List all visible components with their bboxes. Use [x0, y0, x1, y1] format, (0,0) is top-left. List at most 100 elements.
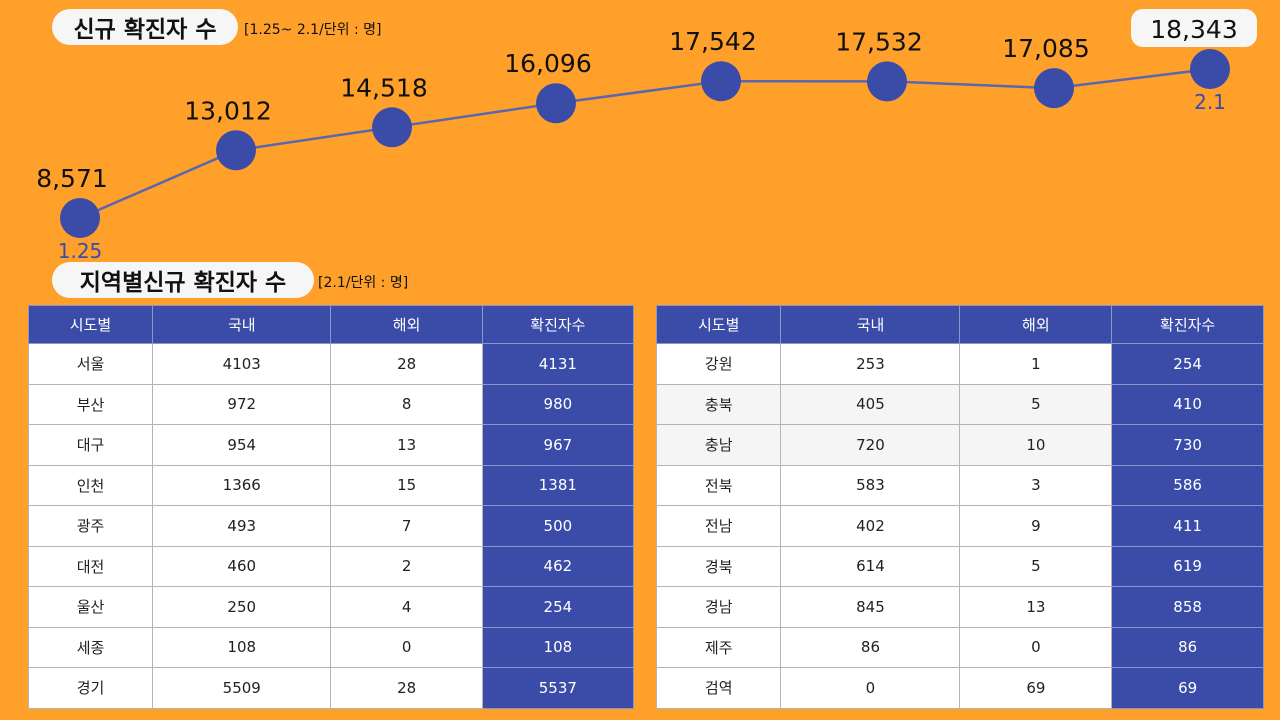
column-header: 국내	[780, 305, 961, 344]
data-label: 16,096	[504, 49, 591, 78]
table-cell: 5537	[481, 667, 635, 709]
data-point	[867, 61, 907, 102]
chart-subtitle: [1.25~ 2.1/단위 : 명]	[244, 22, 382, 38]
table-cell: 15	[330, 464, 483, 506]
table-cell: 대전	[27, 545, 154, 587]
data-point	[1190, 48, 1230, 89]
table-cell: 619	[1111, 545, 1264, 587]
table-header-row: 시도별 국내 해외 확진자수	[655, 305, 1264, 344]
data-point	[536, 83, 576, 124]
column-header: 확진자수	[481, 305, 635, 344]
table-cell: 730	[1111, 424, 1264, 466]
table-cell: 8	[330, 383, 483, 425]
table-cell: 1	[959, 343, 1113, 385]
table-cell: 5509	[152, 667, 332, 709]
x-tick-label: 1.25	[58, 239, 103, 263]
table-cell: 410	[1111, 383, 1264, 425]
table-row: 세종 108 0 108	[27, 626, 635, 668]
table-cell: 972	[152, 383, 332, 425]
table-cell: 583	[780, 464, 961, 506]
table-cell: 586	[1111, 464, 1264, 506]
table-cell: 전남	[655, 505, 782, 547]
data-label: 13,012	[184, 96, 271, 125]
table-row: 충남 720 10 730	[655, 424, 1264, 466]
table-cell: 614	[780, 545, 961, 587]
table-cell: 954	[152, 424, 332, 466]
data-label: 17,542	[669, 27, 756, 56]
table-cell: 부산	[27, 383, 154, 425]
data-label: 8,571	[36, 164, 108, 193]
table-cell: 4	[330, 586, 483, 628]
table-title: 지역별신규 확진자 수	[52, 262, 314, 298]
table-cell: 1366	[152, 464, 332, 506]
table-row: 강원 253 1 254	[655, 343, 1264, 385]
table-cell: 충북	[655, 383, 782, 425]
table-cell: 402	[780, 505, 961, 547]
table-cell: 858	[1111, 586, 1264, 628]
table-cell: 0	[780, 667, 961, 709]
table-cell: 전북	[655, 464, 782, 506]
table-cell: 광주	[27, 505, 154, 547]
table-cell: 254	[481, 586, 635, 628]
table-cell: 69	[959, 667, 1113, 709]
table-cell: 720	[780, 424, 961, 466]
table-cell: 대구	[27, 424, 154, 466]
table-cell: 인천	[27, 464, 154, 506]
data-point	[1034, 68, 1074, 109]
table-cell: 충남	[655, 424, 782, 466]
table-cell: 경기	[27, 667, 154, 709]
table-cell: 493	[152, 505, 332, 547]
table-cell: 108	[152, 626, 332, 668]
table-cell: 3	[959, 464, 1113, 506]
table-cell: 462	[481, 545, 635, 587]
data-point	[372, 107, 412, 148]
x-tick-label: 2.1	[1194, 90, 1226, 114]
series-line	[79, 67, 1211, 220]
table-cell: 28	[330, 667, 483, 709]
table-cell: 254	[1111, 343, 1264, 385]
table-cell: 28	[330, 343, 483, 385]
region-table-right: 시도별 국내 해외 확진자수 강원 253 1 254 충북 405 5 410 충남 720 10 730 전…	[655, 305, 1264, 709]
table-cell: 405	[780, 383, 961, 425]
table-cell: 108	[481, 626, 635, 668]
table-cell: 253	[780, 343, 961, 385]
table-row: 충북 405 5 410	[655, 383, 1264, 425]
table-cell: 86	[780, 626, 961, 668]
table-row: 검역 0 69 69	[655, 667, 1264, 709]
table-row: 전남 402 9 411	[655, 505, 1264, 547]
table-cell: 경북	[655, 545, 782, 587]
table-cell: 86	[1111, 626, 1264, 668]
table-subtitle: [2.1/단위 : 명]	[318, 275, 409, 291]
table-cell: 4103	[152, 343, 332, 385]
column-header: 확진자수	[1111, 305, 1264, 344]
data-point	[60, 198, 100, 238]
data-label: 18,343	[1150, 15, 1237, 44]
table-cell: 세종	[27, 626, 154, 668]
table-cell: 5	[959, 545, 1113, 587]
table-cell: 69	[1111, 667, 1264, 709]
table-cell: 5	[959, 383, 1113, 425]
table-row: 광주 493 7 500	[27, 505, 635, 547]
table-cell: 0	[959, 626, 1113, 668]
table-cell: 411	[1111, 505, 1264, 547]
chart-title: 신규 확진자 수	[52, 9, 238, 45]
table-cell: 967	[481, 424, 635, 466]
column-header: 국내	[152, 305, 332, 344]
table-row: 대전 460 2 462	[27, 545, 635, 587]
column-header: 해외	[330, 305, 483, 344]
table-cell: 460	[152, 545, 332, 587]
table-cell: 250	[152, 586, 332, 628]
column-header: 시도별	[27, 305, 154, 344]
table-row: 경기 5509 28 5537	[27, 667, 635, 709]
table-cell: 980	[481, 383, 635, 425]
table-row: 경남 845 13 858	[655, 586, 1264, 628]
table-cell: 500	[481, 505, 635, 547]
data-label: 17,085	[1002, 34, 1089, 63]
table-cell: 1381	[481, 464, 635, 506]
table-row: 대구 954 13 967	[27, 424, 635, 466]
table-cell: 울산	[27, 586, 154, 628]
region-table-left: 시도별 국내 해외 확진자수 서울 4103 28 4131 부산 972 8 980 대구 954 13 9…	[27, 305, 635, 709]
table-row: 인천 1366 15 1381	[27, 464, 635, 506]
column-header: 시도별	[655, 305, 782, 344]
table-cell: 4131	[481, 343, 635, 385]
